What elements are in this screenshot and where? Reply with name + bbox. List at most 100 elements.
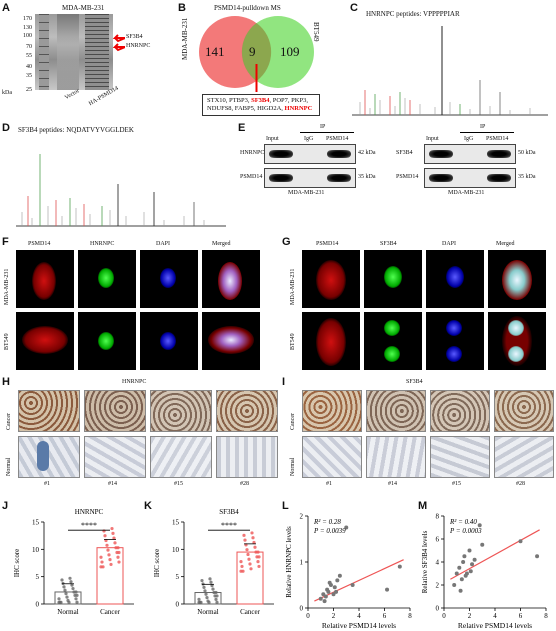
e-right-col-psmd14: PSMD14 [486, 136, 509, 142]
e-left-blot-psmd14 [264, 168, 356, 188]
data-point [103, 534, 107, 538]
gene-line2-a: NDUFS8, FABP5, HIGD2A, [207, 104, 285, 112]
x-tick-label: 8 [408, 612, 412, 620]
h-case-1: #1 [44, 481, 50, 487]
if-f-hnrnpc-mda [78, 250, 136, 308]
panel-m-letter: M [418, 500, 428, 512]
panel-a-letter: A [2, 2, 10, 14]
if-g-sf3b4-bt549 [364, 312, 422, 370]
if-f-merged-mda [202, 250, 260, 308]
g-row-mda: MDA-MB-231 [290, 268, 296, 305]
arrow-label-sf3b4: SF3B4 [126, 34, 143, 40]
e-left-col-igg: IgG [304, 136, 314, 142]
venn-diagram [199, 16, 314, 92]
e-left-col-psmd14: PSMD14 [326, 136, 349, 142]
data-point [101, 565, 105, 569]
data-point [458, 588, 463, 593]
band [327, 174, 351, 182]
data-point [197, 597, 201, 601]
e-left-ip-line [300, 132, 354, 133]
bar-cancer [96, 547, 124, 605]
y-tick-label: 4 [436, 559, 440, 567]
coomassie-gel [35, 14, 113, 90]
e-right-col-igg: IgG [464, 136, 474, 142]
panel-j-letter: J [2, 500, 9, 512]
if-g-merged-mda [488, 250, 546, 308]
data-point [327, 580, 332, 585]
if-g-psmd14-bt549 [302, 312, 360, 370]
h-row-normal: Normal [6, 457, 12, 476]
e-right-col-input: Input [426, 136, 439, 142]
data-point [110, 526, 114, 531]
i-case-28: #28 [516, 481, 525, 487]
y-axis-label: IHC score [153, 549, 161, 578]
data-point [256, 550, 260, 554]
e-left-cell: MDA-MB-231 [288, 190, 325, 196]
ladder-lane [39, 14, 49, 90]
data-point [117, 560, 121, 564]
gene-hnrnpc: HNRNPC [284, 104, 313, 112]
x-axis-label: Relative PSMD14 levels [322, 621, 396, 630]
kda-label: kDa [2, 90, 12, 96]
if-f-psmd14-mda [16, 250, 74, 308]
panel-k-letter: K [144, 500, 152, 512]
panel-e-letter: E [238, 122, 246, 134]
ihc-h-cancer-14 [84, 390, 146, 432]
y-axis-label: Relative SF3B4 levels [421, 530, 429, 593]
e-right-ip-line [460, 132, 514, 133]
e-right-cell: MDA-MB-231 [448, 190, 485, 196]
band [429, 150, 453, 158]
band [429, 174, 453, 182]
panel-f-letter: F [2, 236, 9, 248]
y-tick-label: 0 [176, 601, 180, 609]
ihc-i-normal-28 [494, 436, 554, 478]
data-point [326, 589, 331, 594]
data-point [397, 564, 402, 569]
ihc-h-normal-14 [84, 436, 146, 478]
data-point [321, 592, 326, 597]
data-point [248, 562, 252, 566]
data-point [535, 554, 540, 559]
panel-c-title: HNRNPC peptides: VPPPPPIAR [366, 10, 460, 18]
data-point [322, 599, 327, 604]
if-g-dapi-mda [426, 250, 484, 308]
band [487, 150, 511, 158]
i-case-15: #15 [452, 481, 461, 487]
h-case-15: #15 [174, 481, 183, 487]
venn-left-label: MDA-MB-231 [181, 17, 189, 60]
y-tick-label: 5 [36, 573, 40, 581]
i-case-14: #14 [388, 481, 397, 487]
p-value-label: P = 0.0003 [449, 527, 482, 535]
data-point [215, 600, 219, 604]
marker-55: 55 [26, 53, 32, 59]
if-g-merged-bt549 [488, 312, 546, 370]
data-point [332, 585, 337, 590]
h-case-28: #28 [240, 481, 249, 487]
ihc-i-normal-14 [366, 436, 426, 478]
data-point [252, 540, 256, 545]
marker-35: 35 [26, 73, 32, 79]
data-point [239, 560, 243, 564]
ihc-h-normal-28 [216, 436, 278, 478]
panel-i-letter: I [282, 376, 286, 388]
h-case-14: #14 [108, 481, 117, 487]
data-point [480, 542, 485, 547]
e-right-row-sf3b4: SF3B4 [396, 150, 413, 156]
ihc-h-normal-1 [18, 436, 80, 478]
y-tick-label: 8 [436, 513, 440, 521]
data-point [58, 600, 62, 604]
data-point [60, 578, 64, 582]
lane-label-vector: Vector [64, 88, 81, 102]
data-point [202, 585, 206, 589]
data-point [116, 555, 120, 559]
x-tick-label: 6 [383, 612, 387, 620]
chart-m: 0 2 4 6 8 0 2 4 6 8 Relative PSMD14 levels Relative… [421, 513, 548, 631]
data-point [462, 554, 467, 559]
data-point [113, 541, 117, 545]
data-point [518, 539, 523, 544]
band [327, 150, 351, 158]
overlap-gene-list: STX10, PTBP3, SF3B4, POP7, PKP3, NDUFS8,… [202, 94, 320, 116]
data-point [253, 545, 257, 549]
x-tick-label: 8 [544, 612, 548, 620]
data-point [63, 588, 67, 592]
